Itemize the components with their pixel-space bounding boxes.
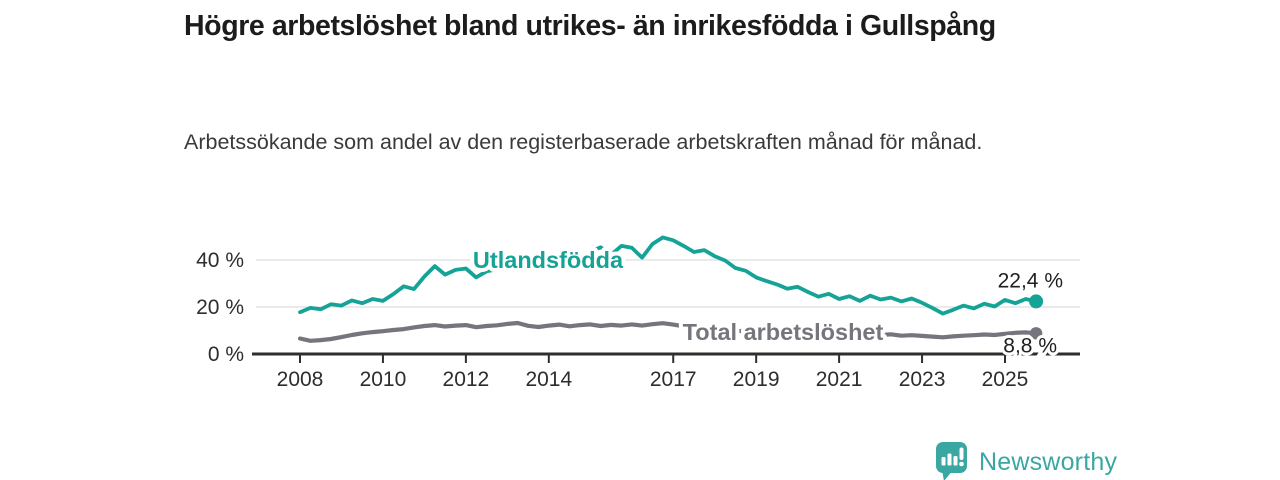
y-tick-label-40: 40 % <box>196 249 244 272</box>
page-title: Högre arbetslöshet bland utrikes- än inr… <box>184 10 996 42</box>
series-end-value-total-arbetsloshet: 8,8 % <box>1003 334 1057 357</box>
y-tick-label-0: 0 % <box>208 343 244 366</box>
series-end-value-utlandsfodda: 22,4 % <box>998 269 1063 292</box>
x-tick-label-2010: 2010 <box>360 368 407 391</box>
newsworthy-logo-text: Newsworthy <box>979 447 1118 476</box>
x-tick-label-2014: 2014 <box>525 368 572 391</box>
series-line-total-arbetsloshet <box>297 320 1039 343</box>
bar-chart-speech-bubble-icon <box>936 442 967 480</box>
series-label-utlandsfodda: Utlandsfödda <box>473 247 624 273</box>
x-tick-label-2017: 2017 <box>650 368 697 391</box>
x-tick-label-2023: 2023 <box>899 368 946 391</box>
unemployment-line-chart: 2008 2010 2012 2014 2017 2019 2021 2023 2025 0 % 2… <box>196 235 1080 391</box>
page-subtitle: Arbetssökande som andel av den registerb… <box>184 130 983 154</box>
x-tick-label-2019: 2019 <box>733 368 780 391</box>
x-tick-label-2021: 2021 <box>816 368 863 391</box>
x-tick-label-2025: 2025 <box>982 368 1029 391</box>
x-tick-label-2012: 2012 <box>443 368 490 391</box>
series-label-total-arbetsloshet: Total arbetslöshet <box>683 319 884 345</box>
series-line-utlandsfodda <box>298 235 1038 316</box>
newsworthy-branding: Newsworthy <box>936 442 1118 480</box>
series-end-dot-utlandsfodda <box>1029 294 1044 309</box>
series-end-dot-total-arbetsloshet <box>1029 327 1043 340</box>
y-tick-label-20: 20 % <box>196 296 244 319</box>
x-tick-label-2008: 2008 <box>277 368 324 391</box>
